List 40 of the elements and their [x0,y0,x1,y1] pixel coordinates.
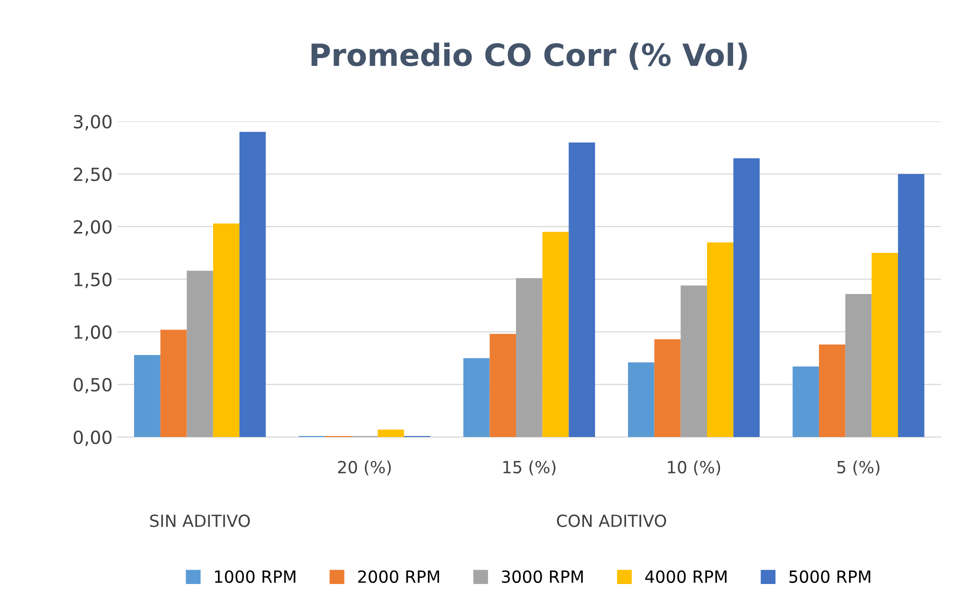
y-tick-label: 0,00 [74,430,112,446]
chart-title: Promedio CO Corr (% Vol) [312,42,747,70]
bar [134,354,160,438]
bar [463,358,490,438]
text: CON ADITIVO [556,514,666,528]
bar [542,232,569,438]
bar [898,174,924,438]
legend-label: 5000 RPM [789,570,870,583]
bar [733,158,760,438]
bar [378,430,404,438]
y-tick-label: 2,50 [74,167,112,183]
bar [818,344,846,438]
bar [872,252,898,438]
bar [628,362,654,438]
bar [845,294,872,438]
legend-label: 3000 RPM [502,570,583,583]
bar [680,286,708,438]
y-tick-label: 0,50 [74,378,112,394]
bar [213,223,240,438]
bar [707,242,734,438]
text: SIN ADITIVO [150,514,250,528]
legend-label: 4000 RPM [645,570,726,583]
bar [186,270,214,438]
x-tick-label: 15 (%) [503,460,556,476]
y-tick-label: 3,00 [74,114,112,130]
x-tick-label: 20 (%) [338,460,391,476]
bar [792,366,819,438]
legend-label: 2000 RPM [358,570,440,583]
bar [568,142,596,438]
bar [160,330,187,438]
y-tick-label: 1,50 [74,272,112,288]
legend-label: 1000 RPM [215,570,296,583]
x-tick-label: 5 (%) [837,460,880,476]
bar [516,278,542,438]
x-tick-label: 10 (%) [668,460,720,476]
bar [490,334,516,438]
bar [654,339,681,438]
y-tick-label: 1,00 [74,325,112,341]
bar [239,132,266,438]
y-tick-label: 2,00 [74,220,112,236]
